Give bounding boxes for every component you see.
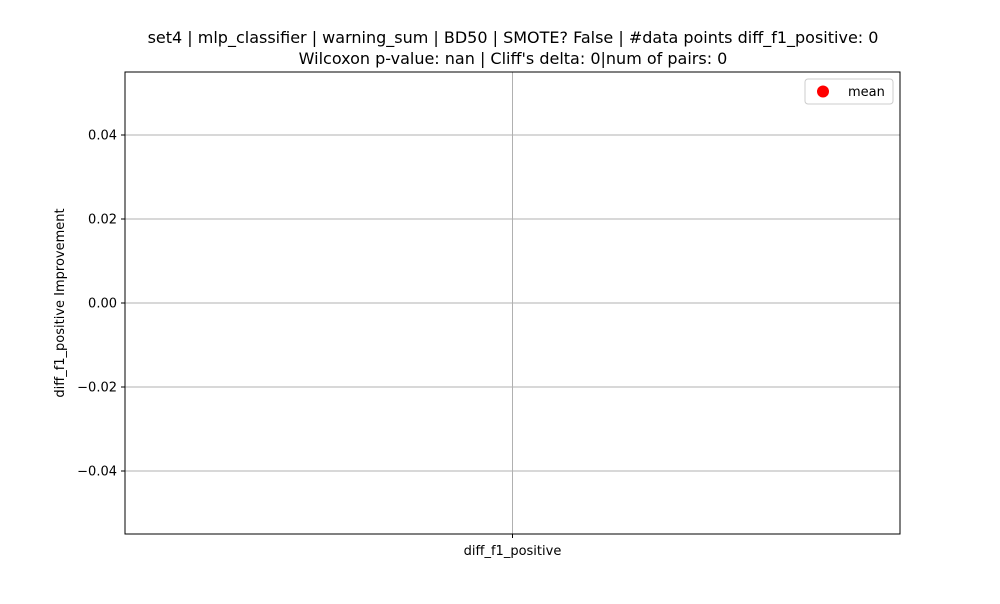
chart-title-line-2: Wilcoxon p-value: nan | Cliff's delta: 0… [299, 49, 728, 68]
chart-title-line-1: set4 | mlp_classifier | warning_sum | BD… [148, 28, 879, 48]
legend-marker-mean [817, 85, 829, 98]
legend-box [804, 78, 894, 105]
y-axis-ticks: −0.04 −0.02 0.00 0.02 0.04 [77, 129, 125, 480]
y-tick-label: −0.02 [77, 381, 117, 396]
x-axis-ticks: diff_f1_positive [464, 534, 562, 559]
legend: mean [804, 78, 894, 105]
y-axis-label: diff_f1_positive Improvement [53, 208, 68, 397]
y-tick-label: 0.02 [88, 213, 117, 228]
grid-lines [125, 72, 900, 534]
legend-label-mean: mean [848, 85, 885, 100]
y-tick-label: 0.00 [88, 297, 117, 312]
y-tick-label: 0.04 [88, 129, 117, 144]
x-tick-label: diff_f1_positive [464, 544, 562, 559]
y-tick-label: −0.04 [77, 465, 117, 480]
